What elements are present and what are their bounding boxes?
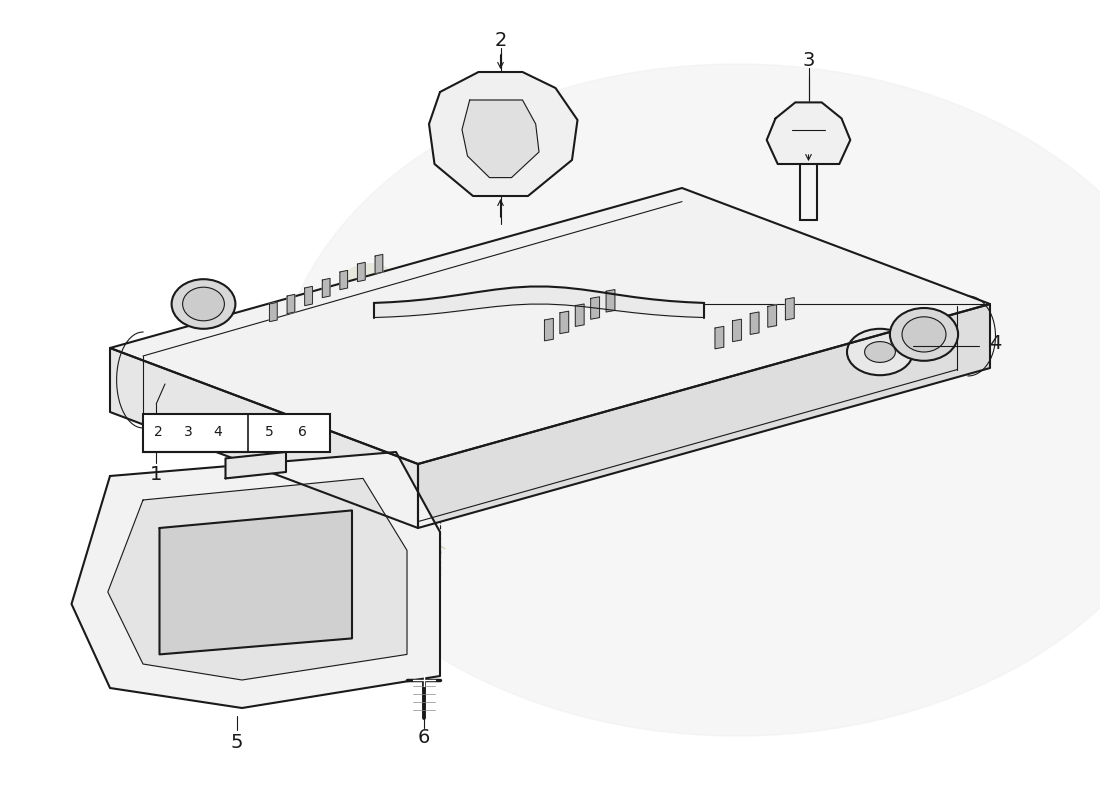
Text: 6: 6 (417, 728, 430, 747)
Ellipse shape (890, 308, 958, 361)
Text: omes: omes (572, 300, 872, 397)
Polygon shape (305, 286, 312, 306)
Text: 4: 4 (213, 425, 222, 439)
Polygon shape (767, 102, 850, 164)
Text: 5: 5 (230, 733, 243, 752)
Polygon shape (750, 312, 759, 334)
Polygon shape (340, 270, 348, 290)
Ellipse shape (847, 329, 913, 375)
Text: 3: 3 (184, 425, 192, 439)
Text: 4: 4 (989, 334, 1002, 354)
Text: 5: 5 (265, 425, 274, 439)
Text: euros: euros (330, 244, 647, 341)
Text: 1: 1 (150, 465, 163, 484)
Polygon shape (591, 297, 600, 319)
Polygon shape (785, 298, 794, 320)
Polygon shape (375, 254, 383, 274)
Polygon shape (429, 72, 578, 196)
Text: 3: 3 (802, 50, 815, 70)
Polygon shape (287, 294, 295, 314)
Polygon shape (462, 100, 539, 178)
Polygon shape (606, 290, 615, 312)
Polygon shape (560, 311, 569, 334)
Polygon shape (768, 305, 777, 327)
Polygon shape (733, 319, 741, 342)
Bar (143, 414, 330, 452)
Polygon shape (544, 318, 553, 341)
Polygon shape (270, 302, 277, 322)
Text: 2: 2 (494, 30, 507, 50)
Ellipse shape (172, 279, 235, 329)
Circle shape (144, 643, 175, 666)
Polygon shape (715, 326, 724, 349)
Polygon shape (72, 452, 440, 708)
Polygon shape (110, 348, 418, 528)
Polygon shape (160, 510, 352, 654)
Circle shape (337, 627, 367, 650)
Polygon shape (226, 452, 286, 478)
Polygon shape (110, 188, 990, 464)
Text: a passion for parts since 1985: a passion for parts since 1985 (198, 421, 447, 564)
Ellipse shape (183, 287, 224, 321)
Ellipse shape (902, 317, 946, 352)
Polygon shape (418, 304, 990, 528)
Polygon shape (322, 278, 330, 298)
Polygon shape (358, 262, 365, 282)
Circle shape (337, 499, 367, 522)
Circle shape (275, 64, 1100, 736)
Text: 6: 6 (298, 425, 307, 439)
Polygon shape (108, 478, 407, 680)
Circle shape (144, 517, 175, 539)
Text: 2: 2 (154, 425, 163, 439)
Polygon shape (575, 304, 584, 326)
Ellipse shape (865, 342, 895, 362)
